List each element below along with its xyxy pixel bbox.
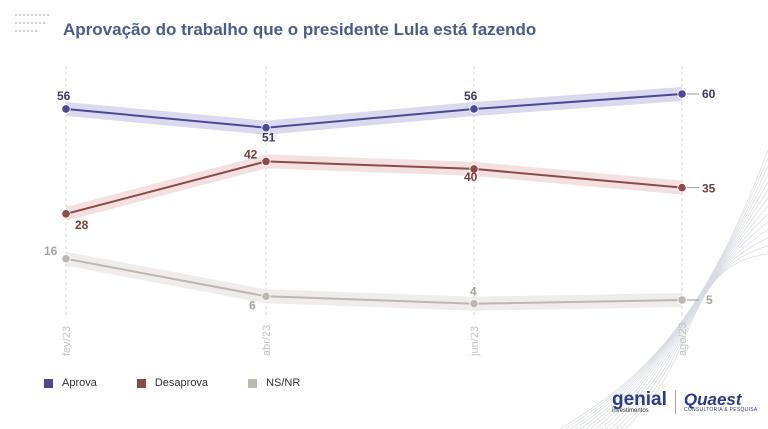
data-label: 5 — [706, 293, 713, 307]
data-label: 4 — [470, 285, 477, 299]
legend: Aprova Desaprova NS/NR — [44, 377, 300, 389]
series-band-0 — [66, 87, 682, 135]
decorative-dots-icon — [14, 13, 50, 33]
decorative-wave-line — [574, 173, 768, 429]
quaest-logo-text: Quaest — [683, 390, 742, 409]
data-label: 35 — [702, 182, 716, 196]
decorative-wave-line — [624, 253, 768, 429]
legend-item-desaprova: Desaprova — [136, 377, 209, 389]
decorative-wave-line — [559, 149, 768, 429]
decorative-wave-line — [594, 205, 768, 429]
sponsor-logos: genial investimentos Quaest CONSULTORIA … — [612, 390, 758, 414]
decorative-wave-line — [619, 245, 768, 429]
genial-logo-text: genial — [612, 389, 667, 410]
decorative-wave-line — [599, 213, 768, 429]
legend-item-nsnr: NS/NR — [248, 377, 300, 389]
data-point — [261, 156, 271, 167]
decorative-wave-line — [584, 189, 768, 429]
data-point — [61, 254, 71, 264]
data-point — [61, 209, 71, 219]
x-tick-label: jun/23 — [469, 326, 481, 357]
data-point — [469, 104, 479, 114]
data-point — [677, 89, 687, 99]
data-label: 6 — [249, 298, 256, 312]
x-tick-label: fev/23 — [61, 326, 73, 356]
series-line-2 — [65, 257, 683, 305]
data-point — [261, 291, 271, 301]
decorative-wave-line — [609, 229, 768, 429]
legend-swatch-nsnr — [248, 378, 258, 388]
legend-swatch-aprova — [44, 378, 53, 388]
data-label: 42 — [244, 147, 258, 161]
data-label: 40 — [464, 170, 478, 184]
decorative-wave-line — [564, 157, 768, 429]
quaest-logo: Quaest CONSULTORIA & PESQUISA — [684, 391, 758, 413]
legend-swatch-desaprova — [136, 378, 146, 388]
data-point — [677, 295, 687, 305]
data-label: 28 — [75, 218, 89, 232]
decorative-wave-line — [614, 237, 768, 429]
genial-logo: genial investimentos — [612, 390, 667, 414]
data-point — [469, 164, 479, 174]
decorative-waves — [559, 149, 768, 429]
x-tick-label: abr/23 — [261, 325, 273, 356]
data-label: 60 — [702, 87, 716, 101]
series-line-1 — [65, 160, 683, 215]
data-label: 56 — [57, 89, 71, 103]
genial-logo-sub: investimentos — [612, 408, 649, 414]
data-point — [677, 183, 687, 193]
series-line-0 — [65, 93, 683, 129]
data-label: 16 — [44, 244, 58, 258]
decorative-wave-line — [569, 165, 768, 429]
legend-item-aprova: Aprova — [44, 377, 97, 389]
data-point — [469, 299, 479, 309]
logo-divider — [674, 390, 676, 414]
x-tick-label: ago/23 — [677, 322, 689, 356]
decorative-wave-line — [589, 197, 768, 429]
chart-title: Aprovação do trabalho que o presidente L… — [63, 20, 537, 39]
data-label: 56 — [464, 89, 478, 103]
legend-label-nsnr: NS/NR — [266, 377, 301, 389]
series-band-2 — [66, 251, 682, 311]
data-label: 51 — [262, 131, 276, 145]
data-point — [261, 123, 271, 133]
quaest-logo-sub: CONSULTORIA & PESQUISA — [683, 407, 758, 413]
legend-label-aprova: Aprova — [62, 377, 97, 389]
legend-label-desaprova: Desaprova — [154, 377, 209, 389]
decorative-wave-line — [579, 181, 768, 429]
data-point — [61, 104, 71, 114]
decorative-wave-line — [604, 221, 768, 429]
series-band-1 — [66, 154, 682, 221]
